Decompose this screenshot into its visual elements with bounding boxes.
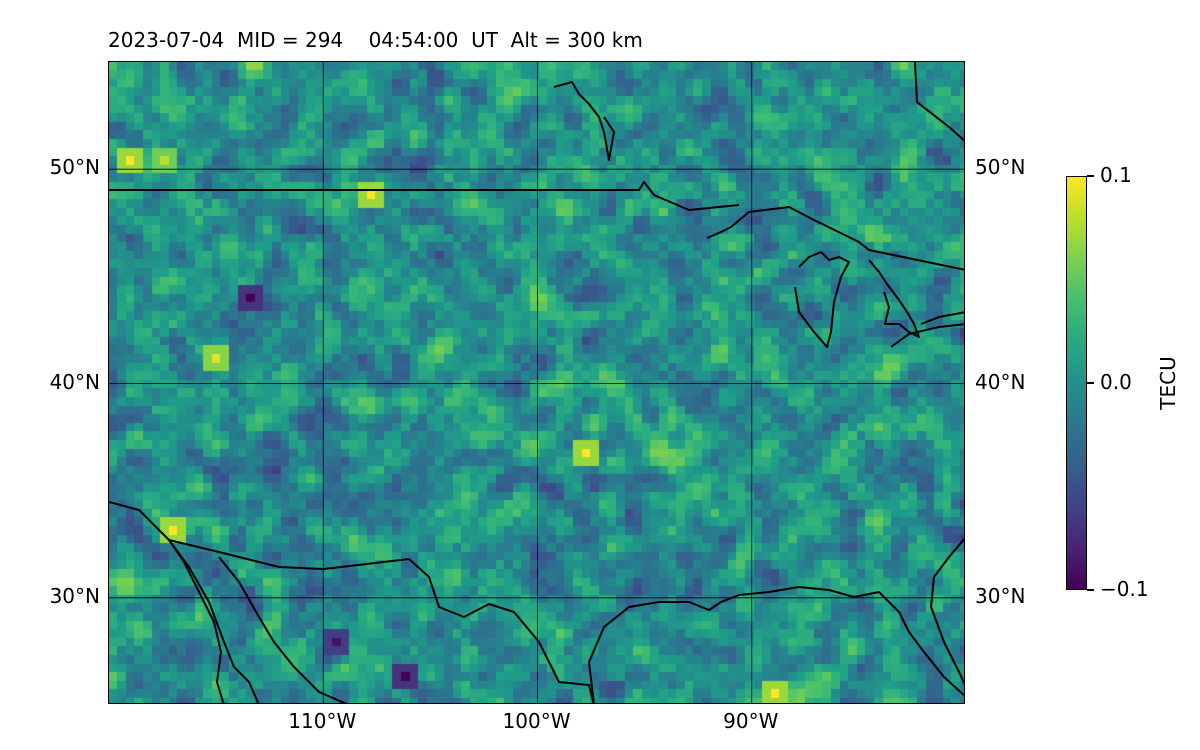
east-canada-coast xyxy=(914,62,964,142)
lat-label-right: 30°N xyxy=(975,583,1026,608)
baja-west-coast xyxy=(168,539,225,703)
lake-michigan xyxy=(794,251,850,348)
hudson-bay-coast xyxy=(553,81,615,161)
lat-label-right: 40°N xyxy=(975,369,1026,394)
map-panel xyxy=(108,61,965,704)
lon-label: 100°W xyxy=(502,709,571,733)
colorbar xyxy=(1066,176,1087,590)
gulf-coast xyxy=(588,586,964,703)
baja-coast xyxy=(168,539,260,703)
map-title: 2023-07-04 MID = 294 04:54:00 UT Alt = 3… xyxy=(108,28,643,52)
colorbar-tick-mark xyxy=(1087,382,1094,384)
colorbar-tick-label: 0.0 xyxy=(1100,370,1132,394)
us-canada-border xyxy=(109,181,740,211)
lake-ontario xyxy=(920,311,964,325)
lat-label-left: 30°N xyxy=(49,583,100,608)
lat-label-left: 40°N xyxy=(49,369,100,394)
great-lakes-superior-shore xyxy=(706,206,964,271)
colorbar-label: TECU xyxy=(1156,356,1180,410)
coastlines xyxy=(109,62,964,703)
gridlines xyxy=(109,62,964,703)
map-overlay xyxy=(109,62,964,703)
east-coast xyxy=(930,537,964,686)
lat-label-right: 50°N xyxy=(975,155,1026,180)
us-mexico-border xyxy=(109,501,595,703)
colorbar-tick-label: 0.1 xyxy=(1100,163,1132,187)
lat-label-left: 50°N xyxy=(49,155,100,180)
lake-erie xyxy=(890,323,964,348)
colorbar-tick-mark xyxy=(1087,175,1094,177)
lon-label: 110°W xyxy=(288,709,357,733)
colorbar-tick-mark xyxy=(1087,589,1094,591)
mainland-mexico-coast xyxy=(218,556,347,703)
lon-label: 90°W xyxy=(723,709,779,733)
colorbar-tick-label: −0.1 xyxy=(1100,577,1149,601)
lake-huron xyxy=(868,259,920,338)
